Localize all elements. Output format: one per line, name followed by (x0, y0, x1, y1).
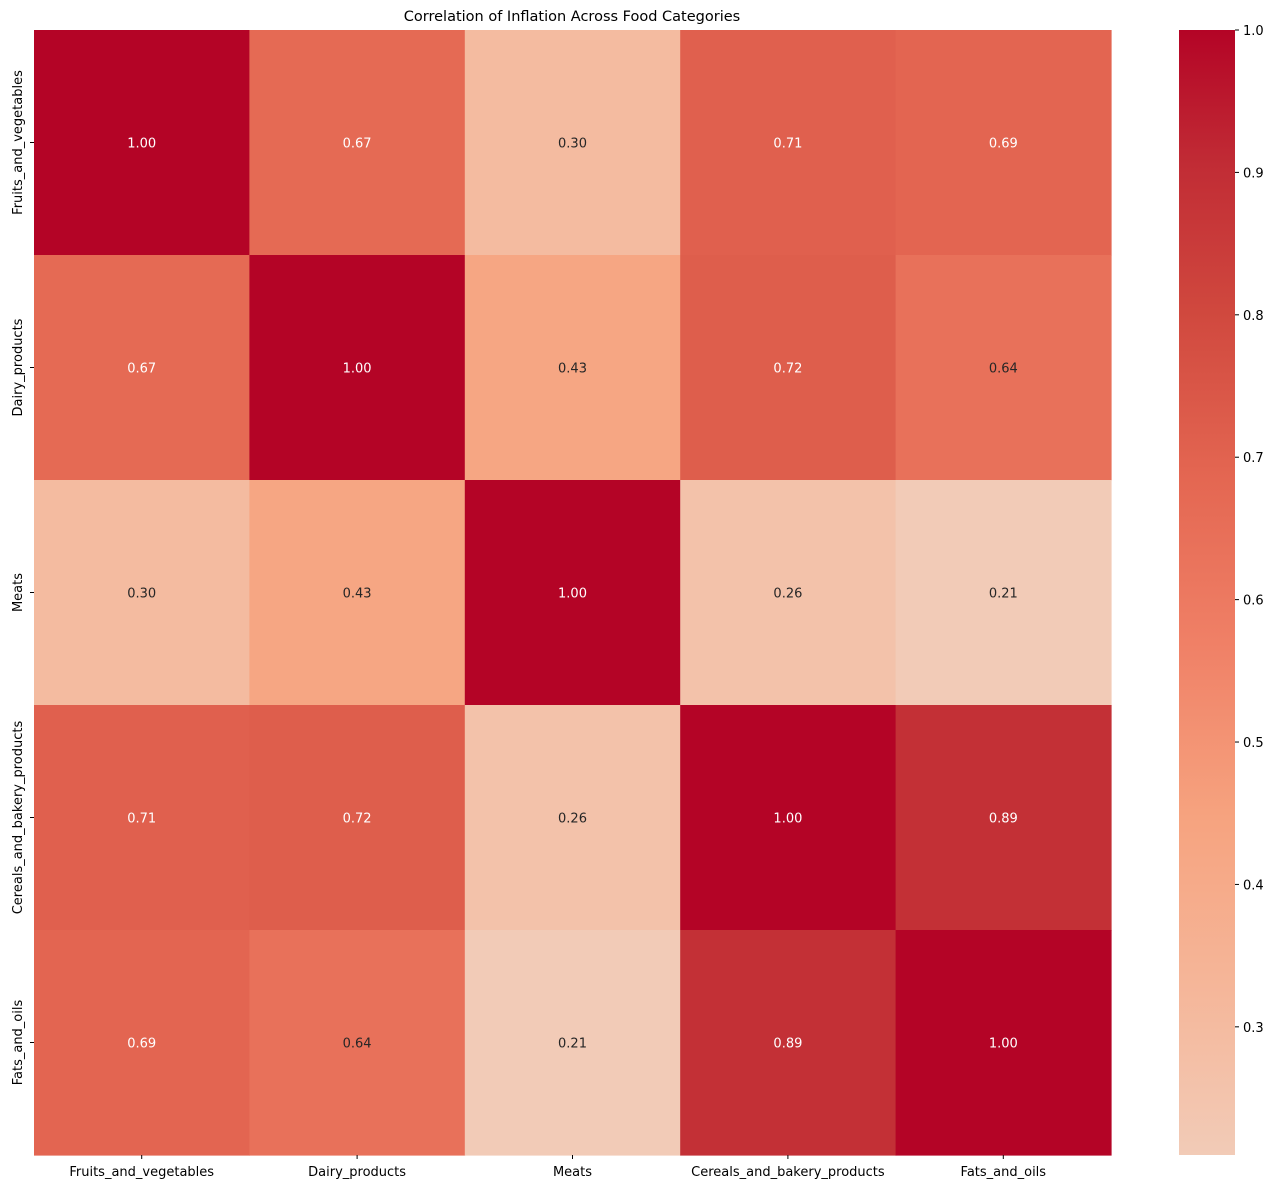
colorbar-tick-label: 0.7 (1243, 451, 1264, 466)
heatmap-cell-2-3 (680, 480, 897, 706)
colorbar-tick-label: 1.0 (1243, 24, 1264, 39)
heatmap-cell-0-1 (249, 30, 466, 256)
heatmap-cell-2-0 (34, 480, 250, 706)
heatmap-cell-3-3 (680, 705, 897, 931)
cell-value-label: 1.00 (558, 587, 587, 602)
cell-value-label: 0.69 (127, 1037, 156, 1052)
colorbar-tick-label: 0.4 (1243, 878, 1264, 893)
heatmap-cell-0-0 (34, 30, 250, 256)
heatmap-cell-4-4 (895, 930, 1112, 1156)
heatmap-cell-1-3 (680, 255, 897, 481)
cell-value-label: 0.64 (343, 1037, 372, 1052)
y-tick-label: Fats_and_oils (11, 1000, 26, 1086)
colorbar-tick-label: 0.5 (1243, 736, 1264, 751)
x-tick-label: Meats (553, 1165, 592, 1180)
y-axis: Fruits_and_vegetables Dairy_products Meats… (11, 70, 34, 1085)
x-tick-label: Dairy_products (308, 1165, 406, 1180)
heatmap-cell-0-3 (680, 30, 897, 256)
heatmap-cell-4-3 (680, 930, 897, 1156)
cell-value-label: 0.69 (989, 137, 1018, 152)
cell-value-label: 0.71 (773, 137, 802, 152)
colorbar: 0.3 0.4 0.5 0.6 0.7 0.8 0.9 1.0 (1179, 24, 1264, 1155)
cell-value-label: 0.67 (127, 362, 156, 377)
cell-value-label: 0.67 (343, 137, 372, 152)
heatmap-cell-1-4 (895, 255, 1112, 481)
y-tick-label: Meats (11, 573, 26, 612)
heatmap-cell-2-1 (249, 480, 466, 706)
colorbar-tick-label: 0.8 (1243, 309, 1264, 324)
heatmap-cell-4-0 (34, 930, 250, 1156)
cell-value-label: 0.30 (127, 587, 156, 602)
x-tick-label: Cereals_and_bakery_products (691, 1165, 885, 1180)
y-tick-label: Cereals_and_bakery_products (11, 721, 26, 915)
heatmap-cells: 1.00 0.67 0.30 0.71 0.69 0.67 1.00 0.43 0.72 0.64… (34, 30, 1112, 1156)
heatmap-cell-2-2 (464, 480, 681, 706)
heatmap-cell-0-2 (464, 30, 681, 256)
colorbar-tick-label: 0.3 (1243, 1021, 1264, 1036)
cell-value-label: 0.72 (343, 812, 372, 827)
heatmap-cell-4-2 (464, 930, 681, 1156)
cell-value-label: 1.00 (989, 1037, 1018, 1052)
heatmap-cell-2-4 (895, 480, 1112, 706)
y-tick-label: Dairy_products (11, 318, 26, 416)
x-axis: Fruits_and_vegetables Dairy_products Meats… (69, 1155, 1046, 1180)
cell-value-label: 0.21 (558, 1037, 587, 1052)
cell-value-label: 0.43 (558, 362, 587, 377)
cell-value-label: 1.00 (127, 137, 156, 152)
heatmap-cell-3-2 (464, 705, 681, 931)
cell-value-label: 0.21 (989, 587, 1018, 602)
heatmap-cell-1-0 (34, 255, 250, 481)
cell-value-label: 0.43 (343, 587, 372, 602)
cell-value-label: 0.89 (773, 1037, 802, 1052)
cell-value-label: 0.26 (558, 812, 587, 827)
cell-value-label: 0.89 (989, 812, 1018, 827)
cell-value-label: 0.30 (558, 137, 587, 152)
x-tick-label: Fats_and_oils (961, 1165, 1047, 1180)
heatmap-cell-3-1 (249, 705, 466, 931)
colorbar-tick-label: 0.9 (1243, 166, 1264, 181)
x-tick-label: Fruits_and_vegetables (69, 1165, 214, 1180)
cell-value-label: 1.00 (773, 812, 802, 827)
heatmap-cell-1-1 (249, 255, 466, 481)
heatmap-cell-0-4 (895, 30, 1112, 256)
cell-value-label: 0.72 (773, 362, 802, 377)
colorbar-gradient (1179, 30, 1235, 1155)
colorbar-tick-label: 0.6 (1243, 594, 1264, 609)
heatmap-cell-1-2 (464, 255, 681, 481)
heatmap-cell-3-4 (895, 705, 1112, 931)
chart-title: Correlation of Inflation Across Food Cat… (404, 9, 740, 25)
cell-value-label: 1.00 (343, 362, 372, 377)
heatmap-cell-4-1 (249, 930, 466, 1156)
cell-value-label: 0.71 (127, 812, 156, 827)
cell-value-label: 0.64 (989, 362, 1018, 377)
y-tick-label: Fruits_and_vegetables (11, 70, 26, 215)
heatmap-cell-3-0 (34, 705, 250, 931)
cell-value-label: 0.26 (773, 587, 802, 602)
